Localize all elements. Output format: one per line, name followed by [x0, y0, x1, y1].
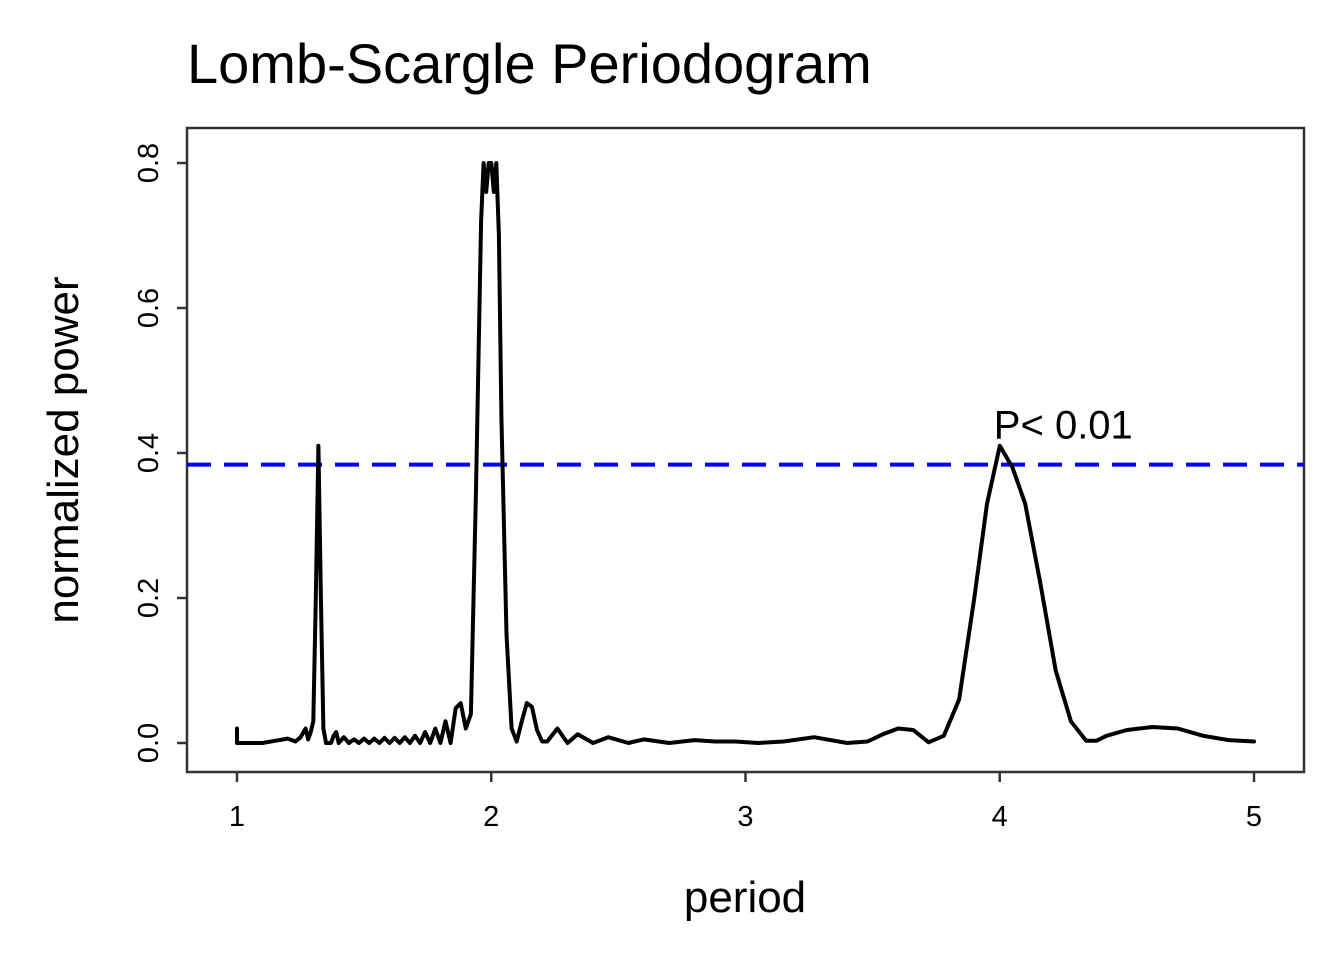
y-tick-label: 0.4: [133, 433, 165, 473]
x-tick-label: 1: [229, 801, 245, 833]
x-tick-label: 4: [992, 801, 1008, 833]
y-axis-title: normalized power: [39, 276, 88, 623]
plot-panel-border: [185, 126, 1306, 774]
y-tick-label: 0.2: [133, 578, 165, 618]
y-axis: 0.0 0.2 0.4 0.6 0.8: [133, 143, 187, 763]
x-tick-label: 3: [737, 801, 753, 833]
y-tick-label: 0.0: [133, 723, 165, 763]
y-tick-label: 0.8: [133, 143, 165, 183]
chart-title: Lomb-Scargle Periodogram: [187, 32, 872, 95]
series-line-normalized-power: [235, 161, 1256, 745]
y-tick-label: 0.6: [133, 288, 165, 328]
x-tick-label: 5: [1246, 801, 1262, 833]
x-tick-label: 2: [483, 801, 499, 833]
x-axis-title: period: [684, 873, 806, 922]
x-axis: 1 2 3 4 5: [229, 772, 1262, 833]
significance-annotation: P< 0.01: [994, 404, 1133, 448]
